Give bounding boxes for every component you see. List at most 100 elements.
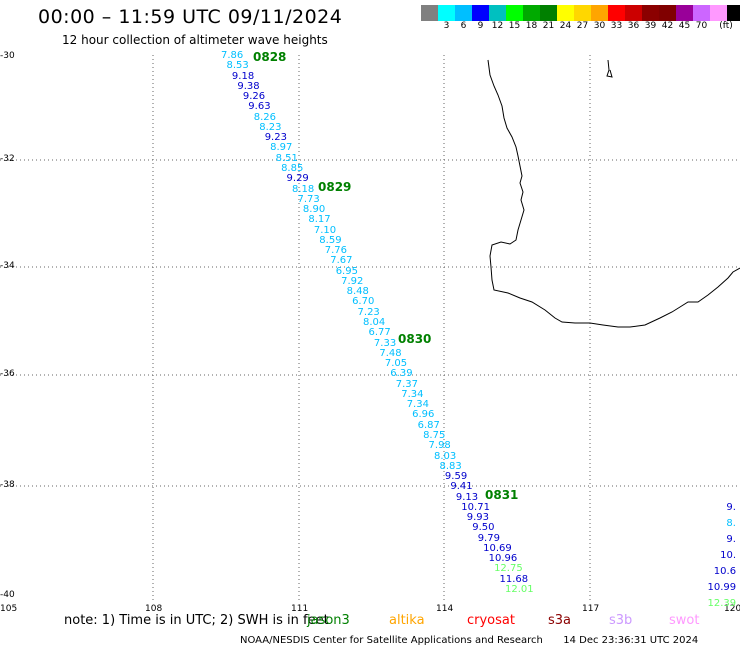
latitude-label: -40	[0, 590, 15, 600]
credit-text: NOAA/NESDIS Center for Satellite Applica…	[240, 635, 543, 646]
color-legend-label: 12	[491, 21, 504, 31]
color-swatch	[472, 5, 489, 21]
swh-value: 9.79	[477, 532, 500, 544]
pass-time-label: 0831	[485, 488, 519, 502]
satellite-label-s3b: s3b	[609, 613, 633, 628]
color-legend-label: 70	[695, 21, 708, 31]
swh-value: 12.39	[707, 598, 737, 609]
color-swatch	[659, 5, 676, 21]
swh-value: 7.48	[379, 347, 402, 359]
swh-value: 10.	[720, 550, 736, 561]
swh-value: 9.38	[237, 80, 260, 92]
swh-value: 10.6	[713, 566, 737, 577]
color-swatch	[421, 5, 438, 21]
swh-value: 9.	[726, 502, 736, 513]
page-subtitle: 12 hour collection of altimeter wave hei…	[62, 33, 328, 47]
swh-value: 10.69	[483, 542, 512, 554]
swh-value: 8.53	[226, 60, 249, 72]
longitude-label: 111	[291, 604, 309, 614]
color-legend-label: 9	[477, 21, 484, 31]
color-swatch	[455, 5, 472, 21]
swh-value: 8.83	[439, 460, 462, 472]
swh-value: 9.41	[450, 481, 473, 493]
color-swatch	[489, 5, 506, 21]
color-swatch	[506, 5, 523, 21]
swh-value: 6.39	[390, 368, 413, 380]
swh-value: 7.67	[330, 255, 353, 267]
color-swatch	[438, 5, 455, 21]
swh-value: 9.18	[231, 70, 255, 82]
swh-value: 7.92	[341, 275, 364, 287]
satellite-label-altika: altika	[389, 613, 425, 628]
color-swatch	[676, 5, 693, 21]
swh-value: 7.73	[297, 193, 320, 205]
color-swatch	[608, 5, 625, 21]
color-legend-label: 15	[508, 21, 521, 31]
swh-value: 8.90	[302, 204, 326, 216]
page-title: 00:00 – 11:59 UTC 09/11/2024	[38, 6, 343, 28]
color-legend	[421, 5, 740, 21]
pass-time-label: 0829	[318, 180, 352, 194]
swh-value: 6.95	[335, 265, 358, 277]
satellite-label-swot: swot	[669, 613, 700, 628]
swh-value: 8.04	[363, 317, 386, 328]
color-swatch	[557, 5, 574, 21]
swh-value: 9.50	[472, 522, 495, 534]
color-swatch	[574, 5, 591, 21]
latitude-label: -38	[0, 480, 15, 490]
swh-value: 9.93	[466, 512, 490, 524]
swh-value: 7.23	[357, 306, 380, 318]
swh-value: 8.17	[308, 214, 331, 226]
pass-time-label: 0830	[398, 332, 432, 346]
color-swatch	[727, 5, 740, 21]
color-legend-label: 36	[627, 21, 640, 31]
swh-value: 7.10	[313, 224, 337, 236]
swh-value: 9.23	[264, 132, 287, 144]
swh-value: 8.48	[346, 286, 369, 298]
longitude-label: 105	[0, 604, 18, 614]
swh-value: 7.86	[221, 50, 244, 61]
swh-value: 10.71	[461, 501, 490, 513]
color-swatch	[642, 5, 659, 21]
swh-value: 9.29	[286, 173, 309, 185]
swh-value: 8.97	[270, 142, 293, 154]
color-legend-label: 18	[525, 21, 538, 31]
swh-value: 7.33	[373, 337, 397, 349]
color-legend-label: 39	[644, 21, 657, 31]
color-legend-label: 33	[610, 21, 623, 31]
color-legend-label: 42	[661, 21, 674, 31]
color-swatch	[693, 5, 710, 21]
satellite-label-s3a: s3a	[548, 613, 572, 628]
coastline-western-australia	[487, 59, 740, 328]
swh-value: 10.99	[707, 582, 737, 593]
swh-value: 9.13	[455, 491, 479, 503]
satellite-label-cryosat: cryosat	[467, 613, 515, 628]
color-legend-label: 6	[460, 21, 467, 31]
color-legend-label: 3	[443, 21, 450, 31]
color-legend-label: 27	[576, 21, 589, 31]
latitude-label: -30	[0, 51, 15, 61]
footer-credit: NOAA/NESDIS Center for Satellite Applica…	[240, 635, 698, 646]
color-legend-label: 45	[678, 21, 691, 31]
timestamp-text: 14 Dec 23:36:31 UTC 2024	[563, 635, 699, 646]
longitude-label: 108	[145, 604, 163, 614]
color-legend-unit: (ft)	[719, 21, 733, 31]
color-legend-label: 24	[559, 21, 572, 31]
swh-value: 10.96	[488, 553, 518, 565]
color-swatch	[540, 5, 557, 21]
color-legend-label: 30	[593, 21, 606, 31]
swh-value: 8.59	[319, 234, 342, 246]
graticule	[0, 55, 740, 600]
swh-value: 7.34	[406, 399, 429, 411]
color-legend-label: 21	[542, 21, 555, 31]
coastline-islet	[606, 59, 613, 78]
swh-value: 7.37	[395, 378, 419, 390]
longitude-label: 117	[582, 604, 600, 614]
swh-value: 9.63	[248, 101, 271, 113]
color-swatch	[523, 5, 540, 21]
swh-value: 8.75	[423, 429, 446, 441]
swh-value: 8.03	[434, 450, 457, 462]
latitude-label: -32	[0, 154, 15, 164]
swh-value: 7.76	[324, 245, 348, 257]
